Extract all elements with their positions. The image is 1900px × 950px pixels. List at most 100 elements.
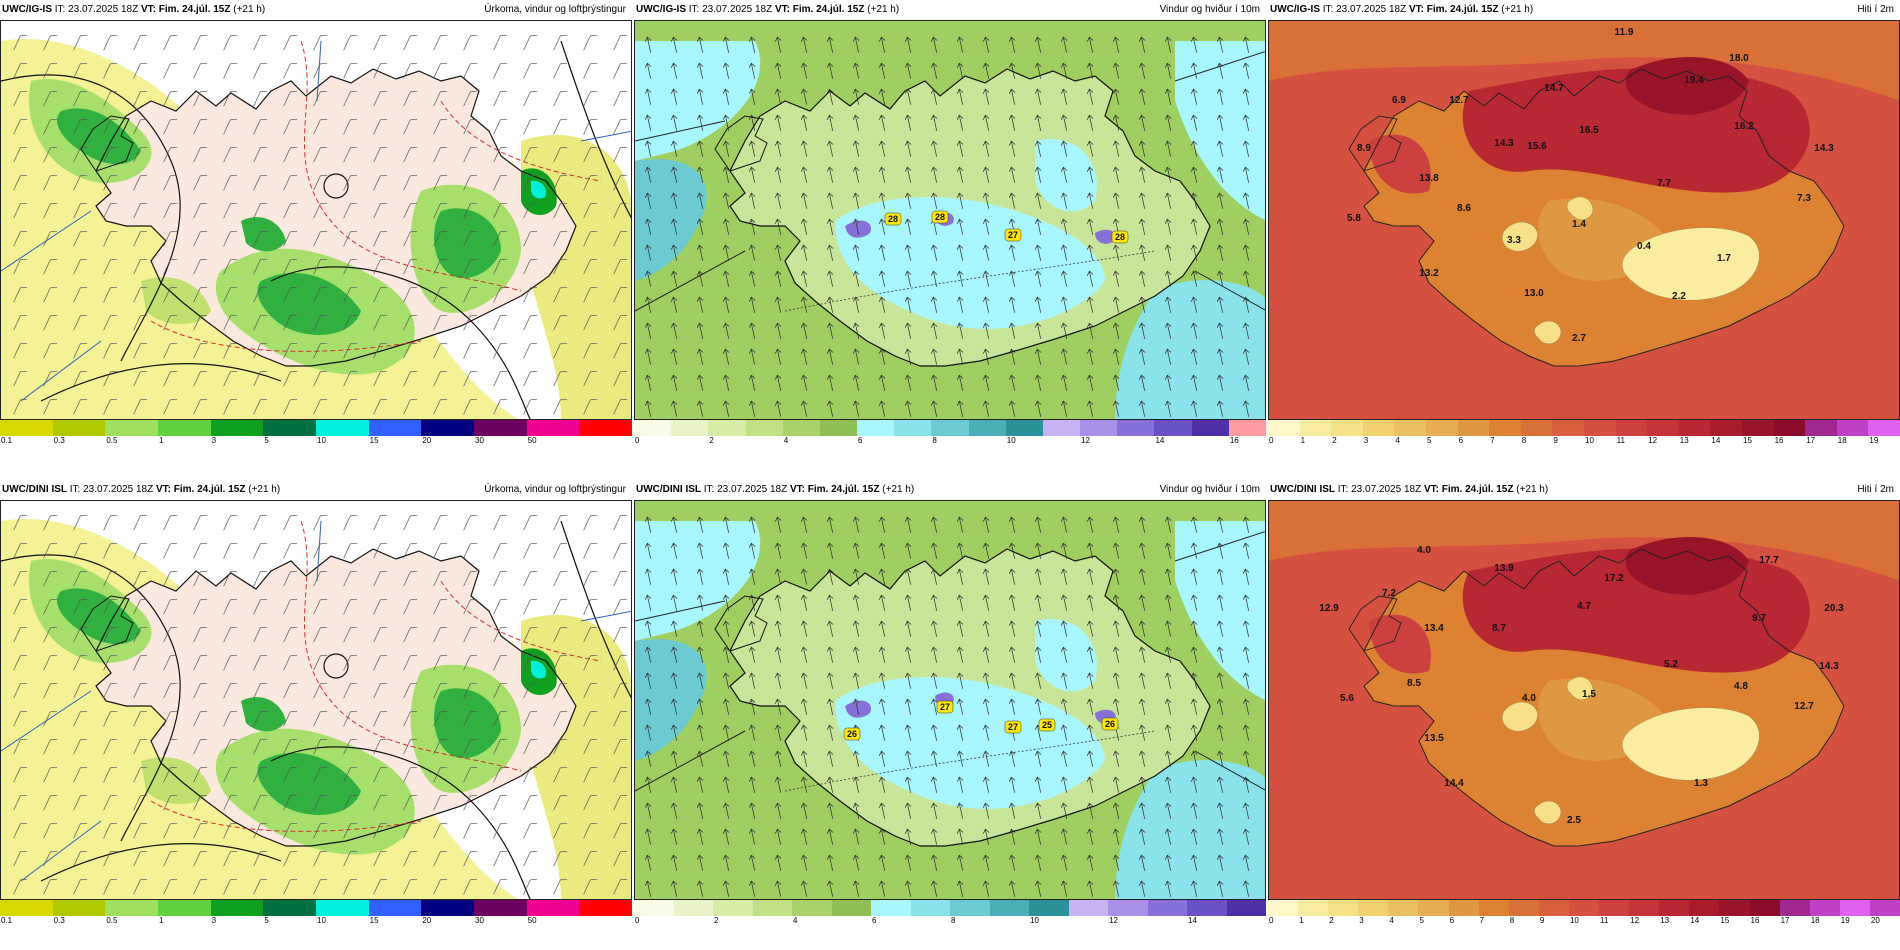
colorbar-swatch <box>673 900 714 916</box>
map-area[interactable] <box>0 500 632 900</box>
colorbar-tick: 7 <box>1479 916 1485 925</box>
colorbar-tick: 2 <box>1332 436 1337 445</box>
colorbar-swatch <box>1647 420 1680 436</box>
colorbar-swatch <box>1426 420 1459 436</box>
temp-label: 13.2 <box>1419 268 1439 279</box>
colorbar-swatch <box>1331 420 1364 436</box>
run-info: UWC/IG-IS IT: 23.07.2025 18Z VT: Fim. 24… <box>1270 4 1534 15</box>
valid-time: Fim. 24.júl. 15Z <box>1426 4 1499 15</box>
map-area[interactable] <box>0 20 632 420</box>
colorbar-swatch <box>1773 420 1806 436</box>
colorbar-swatch <box>316 900 370 916</box>
colorbar-swatch <box>1068 900 1109 916</box>
colorbar-tick: 20 <box>422 916 432 925</box>
colorbar: 0123456789101112131415161718192021 <box>1268 900 1900 928</box>
map-area[interactable]: 11.9 18.0 12.7 6.9 14.7 19.4 8.9 14.3 15.6 16.5 16… <box>1268 20 1900 420</box>
colorbar-swatch <box>1710 420 1743 436</box>
colorbar-swatch <box>1362 420 1395 436</box>
colorbar-swatch <box>368 900 422 916</box>
temp-label: 20.3 <box>1824 603 1844 614</box>
colorbar-tick: 8 <box>951 916 956 925</box>
colorbar-tick: 0 <box>1269 916 1274 925</box>
temp-label: 8.5 <box>1407 678 1421 689</box>
temp-label: 12.9 <box>1319 603 1339 614</box>
panel-header: UWC/DINI ISL IT: 23.07.2025 18Z VT: Fim.… <box>634 480 1266 500</box>
svg-text:26: 26 <box>1105 719 1115 729</box>
colorbar-swatch <box>1328 900 1359 916</box>
temp-label: 14.4 <box>1444 778 1464 789</box>
map-area[interactable]: 4.0 13.9 17.2 17.7 7.2 12.9 4.7 13.4 8.7 9.7 20.3 5… <box>1268 500 1900 900</box>
colorbar-tick: 1 <box>1300 436 1306 445</box>
colorbar-tick: 12 <box>1081 436 1091 445</box>
colorbar-swatch <box>1042 420 1081 436</box>
map-graphic: 28 28 27 28 <box>635 21 1265 419</box>
colorbar-swatch <box>1108 900 1148 916</box>
colorbar-swatch <box>52 420 106 436</box>
colorbar-swatch <box>1489 420 1522 436</box>
temp-label: 8.7 <box>1492 623 1506 634</box>
colorbar-swatch <box>708 420 747 436</box>
model-name: UWC/IG-IS <box>636 4 686 15</box>
precip-panel-ig: UWC/IG-IS IT: 23.07.2025 18Z VT: Fim. 24… <box>0 0 632 450</box>
panel-title: Úrkoma, vindur og loftþrýstingur <box>484 484 626 495</box>
colorbar-swatch <box>0 420 54 436</box>
temp-label: 17.2 <box>1604 573 1624 584</box>
colorbar-tick: 4 <box>783 436 789 445</box>
colorbar-tick: 4 <box>1395 436 1400 445</box>
colorbar-swatch <box>634 420 672 436</box>
temp-label: 13.9 <box>1494 563 1514 574</box>
lead-time: (+21 h) <box>1501 4 1534 15</box>
colorbar-tick: 17 <box>1806 436 1816 445</box>
svg-text:27: 27 <box>940 702 950 712</box>
temp-label: 9.7 <box>1752 613 1766 624</box>
temp-label: 7.7 <box>1657 178 1671 189</box>
colorbar-tick: 9 <box>1553 436 1558 445</box>
colorbar-swatch <box>1719 900 1751 916</box>
temp-label: 16.2 <box>1734 121 1754 132</box>
colorbar-swatch <box>105 420 159 436</box>
colorbar-swatch <box>1520 420 1553 436</box>
colorbar-tick: 6 <box>858 436 863 445</box>
map-area[interactable]: 26 27 27 25 26 <box>634 500 1266 900</box>
gust-label: 28 <box>931 210 949 224</box>
colorbar-swatch <box>52 900 106 916</box>
colorbar-swatch <box>1779 900 1811 916</box>
valid-time: Fim. 24.júl. 15Z <box>792 4 865 15</box>
colorbar-swatch <box>910 900 951 916</box>
init-time: 23.07.2025 18Z <box>717 484 788 495</box>
colorbar-swatch <box>1394 420 1427 436</box>
map-graphic <box>1 501 631 899</box>
map-area[interactable]: 28 28 27 28 <box>634 20 1266 420</box>
svg-text:28: 28 <box>888 214 898 224</box>
colorbar-swatch <box>1568 900 1600 916</box>
colorbar-tick: 11 <box>1616 436 1625 445</box>
colorbar-swatch <box>1029 900 1069 916</box>
colorbar-tick: 3 <box>211 436 217 445</box>
gust-label: 28 <box>1111 230 1129 244</box>
temp-label: 14.3 <box>1819 661 1839 672</box>
temp-label: 13.8 <box>1419 173 1439 184</box>
colorbar-tick: 5 <box>264 916 269 925</box>
colorbar-tick: 30 <box>475 436 484 445</box>
colorbar: 0246810121416182022 <box>634 900 1266 928</box>
colorbar-swatch <box>1358 900 1389 916</box>
colorbar-swatch <box>894 420 932 436</box>
colorbar-tick: 1 <box>159 916 164 925</box>
lead-time: (+21 h) <box>882 484 915 495</box>
colorbar-swatch <box>158 420 212 436</box>
colorbar-tick: 9 <box>1539 916 1545 925</box>
model-name: UWC/DINI ISL <box>2 484 67 495</box>
temp-label: 8.9 <box>1357 143 1371 154</box>
colorbar-swatch <box>526 420 580 436</box>
temp-label: 5.6 <box>1340 693 1354 704</box>
colorbar-swatch <box>1508 900 1540 916</box>
svg-text:26: 26 <box>847 729 857 739</box>
temp-label: 4.7 <box>1577 601 1591 612</box>
colorbar-tick: 1 <box>159 436 164 445</box>
colorbar-swatch <box>1659 900 1690 916</box>
colorbar-tick: 10 <box>1569 916 1579 925</box>
gust-label: 25 <box>1038 718 1056 732</box>
colorbar-tick: 16 <box>1750 916 1760 925</box>
colorbar-tick: 16 <box>1229 436 1239 445</box>
temp-label: 19.4 <box>1684 75 1704 86</box>
